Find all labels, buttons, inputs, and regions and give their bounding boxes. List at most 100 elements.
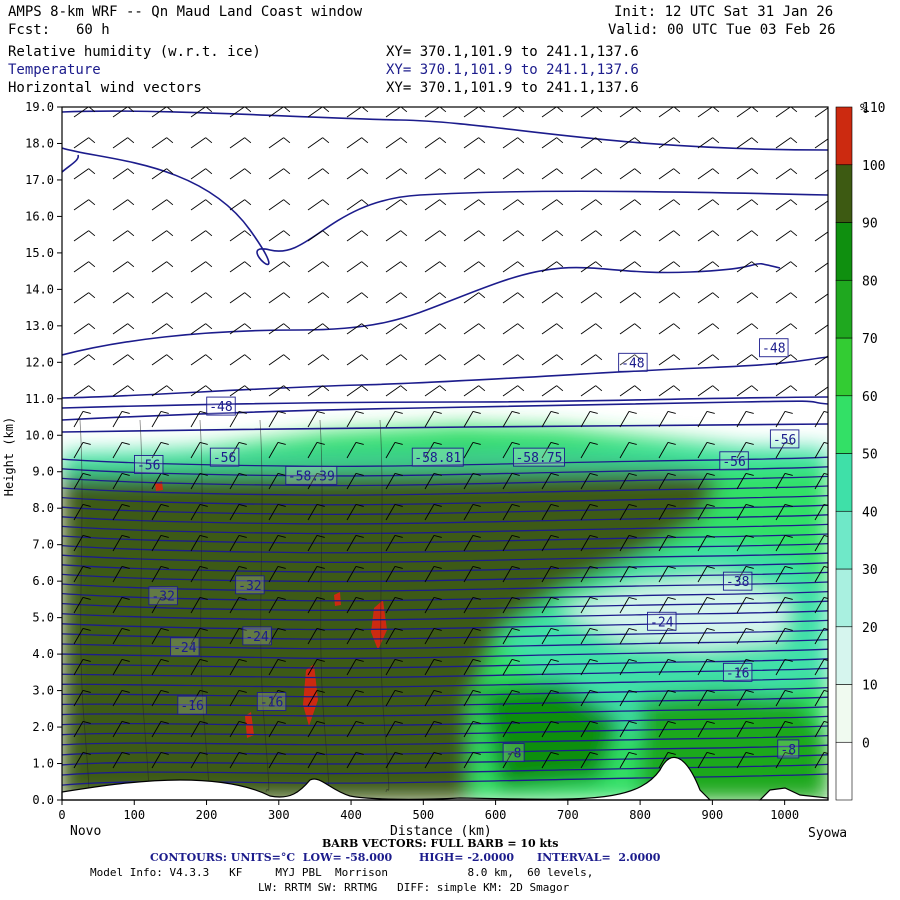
field-name-temperature: Temperature [8,62,101,78]
y-tick-label: 3.0 [32,684,54,698]
wind-barb-flag [127,385,135,392]
wind-barb [814,721,825,738]
wind-barb-flag [706,720,715,724]
wind-barb-flag [127,168,135,175]
wind-barb-flag [556,354,564,361]
wind-barb [73,628,84,645]
wind-barb [190,659,201,676]
wind-barb-flag [166,261,174,268]
wind-barb-flag [322,292,330,299]
wind-barb [463,504,474,521]
wind-barb-flag [166,230,174,237]
wind-barb [619,323,636,335]
wind-barb [424,628,435,645]
wind-barb-flag [439,168,447,175]
wind-barb [151,199,168,211]
wind-barb-flag [238,751,247,755]
wind-barb [736,442,747,459]
wind-barb-flag [511,720,520,724]
contour-label: -48 [618,352,648,372]
wind-barb [775,168,792,180]
wind-barb [502,535,513,552]
wind-barb-flag [706,472,715,476]
wind-barb [385,504,396,521]
wind-barb [73,504,84,521]
y-tick-label: 13.0 [25,319,54,333]
wind-barb-flag [88,199,96,206]
wind-barb-flag [433,720,442,724]
colorbar-bin [835,684,853,743]
wind-barb-flag [784,658,793,662]
wind-barb-flag [517,137,525,144]
wind-barb [814,355,828,366]
wind-barb [775,752,786,769]
wind-barb [190,566,201,583]
wind-barb [424,323,441,335]
colorbar-bin [835,164,853,223]
wind-barb [580,385,597,397]
wind-barb [112,230,129,242]
wind-barb [112,411,123,428]
temp-contour [62,396,828,409]
wind-barb-flag [790,323,798,330]
wind-barb-flag [433,503,442,507]
wind-barb [73,597,84,614]
wind-barb [73,721,84,738]
wind-barb [658,261,675,273]
wind-barb [229,504,240,521]
wind-barb-flag [238,565,247,569]
wind-barb [268,261,285,273]
wind-barb-flag [355,658,364,662]
wind-barb [736,504,747,521]
wind-barb [580,628,591,645]
wind-barb [580,442,591,459]
colorbar-tick-label: 90 [862,217,878,232]
wind-barb [229,261,246,273]
wind-barb [619,535,630,552]
wind-barb-flag [316,751,325,755]
wind-barb-flag [667,410,676,414]
wind-barb-flag [478,137,486,144]
wind-barb-flag [361,230,369,237]
wind-barb [346,354,363,366]
wind-barb-flag [589,627,598,631]
colorbar-tick-label: 60 [862,390,878,405]
wind-barb [775,628,786,645]
wind-barb-flag [127,199,135,206]
wind-barb-flag [634,354,642,361]
wind-barb-flag [589,410,598,414]
wind-barb [229,107,246,118]
field-xy-wind: XY= 370.1,101.9 to 241.1,137.6 [386,80,639,96]
wind-barb-flag [556,230,564,237]
wind-barb-flag [511,534,520,538]
temp-contour [62,725,828,736]
wind-barb-flag [628,503,637,507]
contour-label: -38 [722,571,753,591]
colorbar-bin [835,510,853,570]
wind-barb [541,292,558,304]
wind-barb [580,752,591,769]
wind-barb [346,261,363,273]
wind-barb [229,199,246,211]
wind-barb [502,354,519,366]
wind-barb [346,292,363,304]
wind-barb-flag [439,354,447,361]
wind-barb-flag [283,292,291,299]
wind-barb [346,597,357,614]
wind-barb-flag [550,627,559,631]
wind-barb-flag [706,410,715,414]
wind-barb [697,473,708,490]
wind-barb [268,504,279,521]
wind-barb [502,385,519,397]
svg-text:-58.81: -58.81 [414,451,461,466]
wind-barb-flag [160,503,169,507]
wind-barb [541,107,558,118]
wind-barb-flag [322,385,330,392]
colorbar-tick-label: 100 [862,159,885,174]
wind-barb [736,628,747,645]
wind-barb-flag [322,323,330,330]
wind-barb-flag [205,354,213,361]
wind-barb-flag [82,534,91,538]
wind-barb-flag [277,596,286,600]
wind-barb [112,442,123,459]
